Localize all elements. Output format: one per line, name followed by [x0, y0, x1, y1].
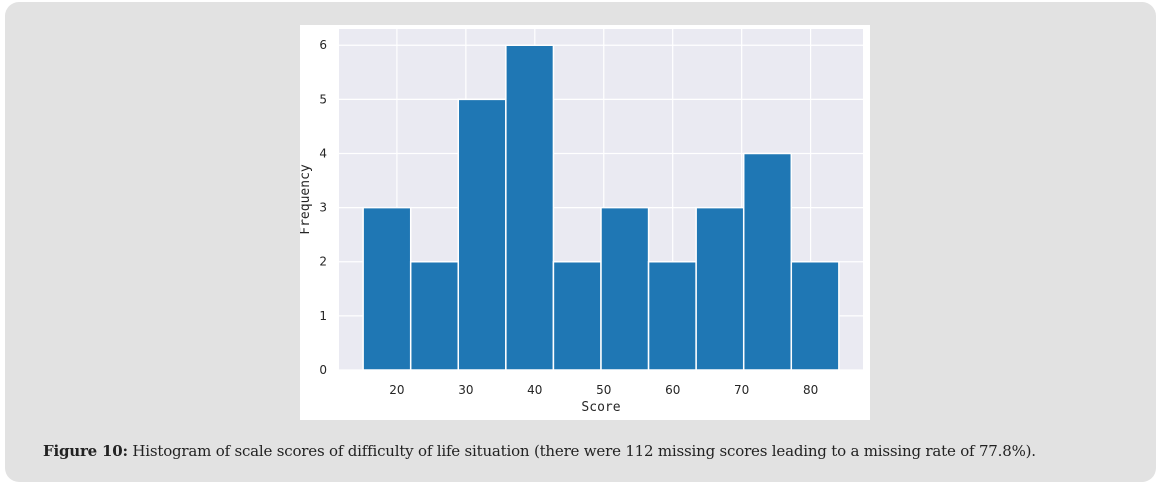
- histogram-bar: [790, 260, 840, 371]
- y-tick-label: 2: [319, 255, 327, 269]
- histogram-bar: [505, 44, 555, 371]
- x-tick-labels: 20 30 40 50 60 70 80: [389, 383, 818, 397]
- histogram-bar: [695, 206, 745, 371]
- histogram-bar: [647, 260, 697, 371]
- histogram-figure: 20 30 40 50 60 70 80 0 1 2 3 4 5 6 Score Frequency: [300, 25, 870, 420]
- y-tick-label: 3: [319, 201, 327, 215]
- x-tick-label: 80: [803, 383, 818, 397]
- y-tick-label: 1: [319, 309, 327, 323]
- histogram-bar: [457, 98, 507, 371]
- y-tick-label: 0: [319, 363, 327, 377]
- x-tick-label: 60: [665, 383, 680, 397]
- histogram-bar: [742, 152, 793, 371]
- x-tick-label: 30: [458, 383, 473, 397]
- bars: [362, 44, 840, 371]
- y-tick-label: 4: [319, 146, 327, 160]
- y-axis-label: Frequency: [300, 164, 313, 235]
- caption-text: Histogram of scale scores of difficulty …: [127, 442, 1036, 460]
- x-tick-label: 20: [389, 383, 404, 397]
- histogram-bar: [409, 260, 460, 371]
- histogram-bar: [552, 260, 602, 371]
- y-tick-label: 6: [319, 38, 327, 52]
- figure-caption: Figure 10: Histogram of scale scores of …: [43, 442, 1036, 460]
- x-tick-label: 70: [734, 383, 749, 397]
- histogram-chart: 20 30 40 50 60 70 80 0 1 2 3 4 5 6 Score Frequency: [300, 29, 863, 415]
- figure-panel: 20 30 40 50 60 70 80 0 1 2 3 4 5 6 Score Frequency F…: [5, 2, 1156, 482]
- x-tick-label: 40: [527, 383, 542, 397]
- histogram-bar: [362, 206, 412, 371]
- y-tick-labels: 0 1 2 3 4 5 6: [319, 38, 327, 377]
- caption-label: Figure 10:: [43, 442, 128, 460]
- x-tick-label: 50: [596, 383, 611, 397]
- y-tick-label: 5: [319, 92, 327, 106]
- histogram-bar: [600, 206, 650, 371]
- x-axis-label: Score: [581, 400, 620, 415]
